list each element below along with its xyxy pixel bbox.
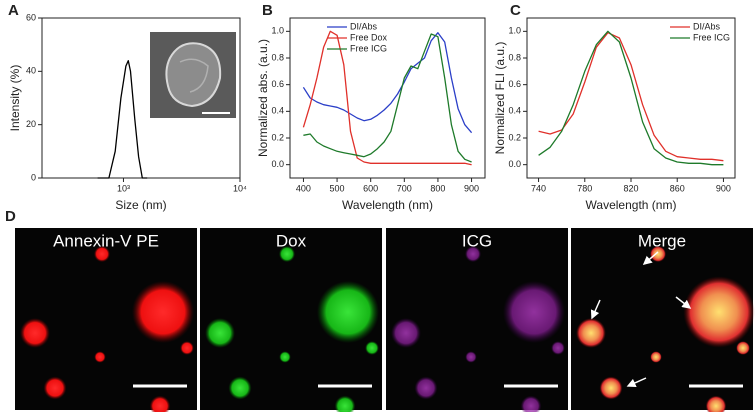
y-tick-label: 0.8 [508, 52, 521, 62]
cell [705, 395, 727, 412]
x-tick-label: 740 [531, 183, 546, 193]
cell [391, 318, 421, 348]
x-tick-label: 10³ [117, 183, 130, 193]
y-tick-label: 0.6 [508, 79, 521, 89]
y-tick-label: 0 [31, 172, 36, 182]
data-line [302, 30, 472, 166]
data-line [538, 32, 724, 162]
x-axis-label: Wavelength (nm) [342, 198, 433, 212]
x-tick-label: 800 [430, 183, 445, 193]
x-tick-label: 900 [464, 183, 479, 193]
data-line [97, 60, 148, 179]
micrograph: Dox [200, 228, 382, 412]
plot-frame [289, 17, 486, 179]
y-tick-label: 40 [26, 66, 36, 76]
y-tick-label: 0.8 [271, 52, 284, 62]
x-tick-label: 820 [623, 183, 638, 193]
cell [414, 376, 438, 400]
cell [131, 280, 195, 344]
cell [279, 351, 291, 363]
data-line [538, 30, 724, 166]
cell [464, 245, 482, 263]
arrow [642, 251, 659, 265]
legend-label: DI/Abs [350, 21, 378, 31]
legend-label: Free ICG [693, 32, 730, 42]
cell [683, 276, 755, 348]
y-axis-label: Normalized FLI (a.u.) [493, 42, 507, 155]
cell [93, 245, 111, 263]
data-line [302, 32, 473, 134]
x-tick-label: 780 [577, 183, 592, 193]
cell [520, 395, 542, 412]
cell [278, 245, 296, 263]
plot-frame [41, 17, 241, 179]
image-title: ICG [462, 231, 492, 250]
y-tick-label: 0.4 [271, 106, 284, 116]
image-title: Annexin-V PE [53, 231, 159, 250]
cell [736, 341, 750, 355]
cell [334, 395, 356, 412]
cell [599, 376, 623, 400]
sem-inset [150, 32, 236, 118]
y-tick-label: 0.6 [271, 79, 284, 89]
micrograph: Merge [571, 228, 755, 412]
arrow [675, 296, 692, 309]
cell [465, 351, 477, 363]
y-tick-label: 0.2 [271, 132, 284, 142]
legend-label: Free ICG [350, 43, 387, 53]
y-axis-label: Normalized abs. (a.u.) [256, 39, 270, 157]
legend-label: DI/Abs [693, 21, 721, 31]
x-tick-label: 860 [670, 183, 685, 193]
y-tick-label: 0.0 [508, 159, 521, 169]
cell [94, 351, 106, 363]
panel-label: A [8, 2, 19, 19]
micrograph: Annexin-V PE [15, 228, 197, 412]
plot-frame [526, 17, 736, 179]
arrow [590, 299, 601, 320]
cell [228, 376, 252, 400]
panel-label: C [510, 2, 521, 19]
y-tick-label: 20 [26, 119, 36, 129]
y-tick-label: 0.4 [508, 106, 521, 116]
x-tick-label: 700 [397, 183, 412, 193]
y-tick-label: 60 [26, 12, 36, 22]
arrow [626, 377, 647, 388]
x-tick-label: 10⁴ [233, 183, 247, 193]
x-axis-label: Size (nm) [115, 198, 166, 212]
y-tick-label: 1.0 [508, 26, 521, 36]
cell [149, 395, 171, 412]
cell [180, 341, 194, 355]
cell [576, 318, 606, 348]
cell [20, 318, 50, 348]
y-tick-label: 0.2 [508, 132, 521, 142]
x-tick-label: 900 [716, 183, 731, 193]
cell [650, 351, 662, 363]
image-title: Merge [638, 231, 686, 250]
y-axis-label: Intensity (%) [8, 65, 22, 132]
x-axis-label: Wavelength (nm) [586, 198, 677, 212]
cell [43, 376, 67, 400]
x-tick-label: 500 [330, 183, 345, 193]
cell [205, 318, 235, 348]
cell [551, 341, 565, 355]
cell [649, 245, 667, 263]
cell [316, 280, 380, 344]
data-line [303, 33, 472, 163]
cell [365, 341, 379, 355]
y-tick-label: 1.0 [271, 26, 284, 36]
x-tick-label: 400 [296, 183, 311, 193]
micrograph: ICG [386, 228, 568, 412]
image-title: Dox [276, 231, 307, 250]
x-tick-label: 600 [363, 183, 378, 193]
y-tick-label: 0.0 [271, 159, 284, 169]
panel-label: B [262, 2, 273, 19]
legend-label: Free Dox [350, 32, 388, 42]
cell [502, 280, 566, 344]
panel-label: D [5, 208, 16, 225]
